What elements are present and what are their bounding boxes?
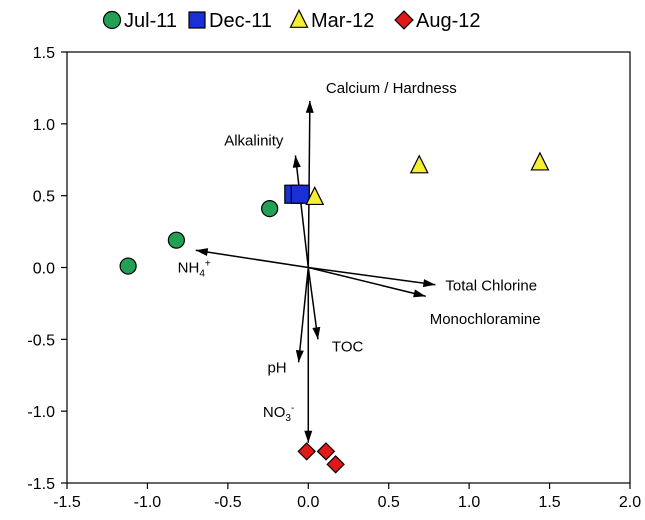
arrowhead-icon — [195, 248, 209, 257]
square-icon — [188, 11, 206, 29]
arrowhead-icon — [413, 289, 426, 298]
y-tick-label: -1.0 — [27, 404, 55, 421]
data-point — [261, 199, 279, 218]
vector-total-chlorine: Total Chlorine — [308, 266, 537, 295]
vector-calcium-hardness: Calcium / Hardness — [305, 80, 457, 268]
data-point — [290, 184, 310, 204]
data-point — [119, 257, 137, 275]
x-tick-label: 2.0 — [619, 494, 641, 511]
vector-line — [297, 267, 310, 363]
diamond-icon — [394, 10, 414, 30]
vector-no: NO3- — [263, 267, 313, 443]
axes: -1.5 -1.0 -0.5 0.0 0.5 1.0 1.5 2.0 -1.5 -1.0 -0.5 0… — [27, 45, 641, 511]
y-tick-label: -0.5 — [27, 332, 55, 349]
legend-item-aug-12: Aug-12 — [394, 10, 481, 32]
arrowhead-icon — [295, 349, 304, 363]
y-tick-label: 1.5 — [33, 45, 55, 62]
x-tick-label: 0.5 — [378, 494, 400, 511]
legend-label: Aug-12 — [416, 10, 481, 32]
vector-monochloramine: Monochloramine — [308, 266, 541, 328]
x-tick-label: 1.0 — [458, 494, 480, 511]
vector-label: TOC — [332, 338, 364, 355]
data-point — [297, 442, 316, 461]
series-jul-11 — [119, 199, 279, 275]
arrowhead-icon — [422, 279, 436, 288]
circle-icon — [102, 10, 122, 30]
y-tick-label: 0.5 — [33, 189, 55, 206]
vector-ph: pH — [267, 267, 310, 376]
y-tick-label: -1.5 — [27, 476, 55, 493]
arrowhead-icon — [312, 326, 321, 340]
x-tick-label: -0.5 — [214, 494, 242, 511]
vector-line — [307, 100, 311, 268]
data-point — [167, 231, 185, 249]
triangle-icon — [289, 8, 309, 28]
vector-line — [308, 266, 426, 297]
vector-line — [195, 249, 309, 269]
legend-item-dec-11: Dec-11 — [188, 10, 272, 32]
y-tick-label: 1.0 — [33, 117, 55, 134]
data-point — [326, 455, 345, 474]
vector-line — [308, 266, 436, 286]
vector-label: NO3- — [263, 403, 294, 424]
plot-frame — [66, 51, 631, 484]
legend-item-mar-12: Mar-12 — [289, 8, 374, 32]
series-dec-11 — [284, 184, 310, 204]
data-point — [316, 442, 336, 461]
arrowhead-icon — [292, 155, 301, 168]
vector-line — [294, 155, 310, 268]
legend-label: Jul-11 — [124, 10, 177, 32]
y-tick-label: 0.0 — [33, 261, 55, 278]
vector-line — [307, 267, 319, 340]
x-tick-label: 0.0 — [297, 494, 319, 511]
x-tick-label: 1.5 — [538, 494, 560, 511]
arrowhead-icon — [305, 100, 314, 113]
data-point — [305, 185, 325, 206]
legend-item-jul-11: Jul-11 — [102, 10, 177, 32]
vector-label: Alkalinity — [224, 132, 284, 149]
legend-label: Mar-12 — [311, 10, 374, 32]
data-point — [530, 151, 550, 171]
loading-vectors: Calcium / Hardness Alkalinity NH4+ Total Ch… — [178, 80, 541, 443]
vector-label: Calcium / Hardness — [326, 80, 457, 97]
data-points — [119, 151, 550, 474]
vector-label: Total Chlorine — [445, 278, 537, 295]
vector-toc: TOC — [307, 267, 364, 355]
vector-alkalinity: Alkalinity — [224, 132, 310, 268]
x-tick-label: -1.5 — [53, 494, 81, 511]
series-aug-12 — [297, 442, 345, 474]
x-tick-label: -1.0 — [134, 494, 162, 511]
vector-nh: NH4+ — [178, 248, 309, 279]
series-mar-12 — [305, 151, 550, 206]
arrowhead-icon — [304, 430, 313, 443]
vector-label: pH — [267, 359, 286, 376]
vector-label: NH4+ — [178, 258, 211, 279]
legend: Jul-11 Dec-11 Mar-12 Aug-12 — [102, 8, 481, 32]
vector-label: Monochloramine — [430, 311, 541, 328]
data-point — [409, 154, 429, 174]
legend-label: Dec-11 — [209, 10, 272, 32]
